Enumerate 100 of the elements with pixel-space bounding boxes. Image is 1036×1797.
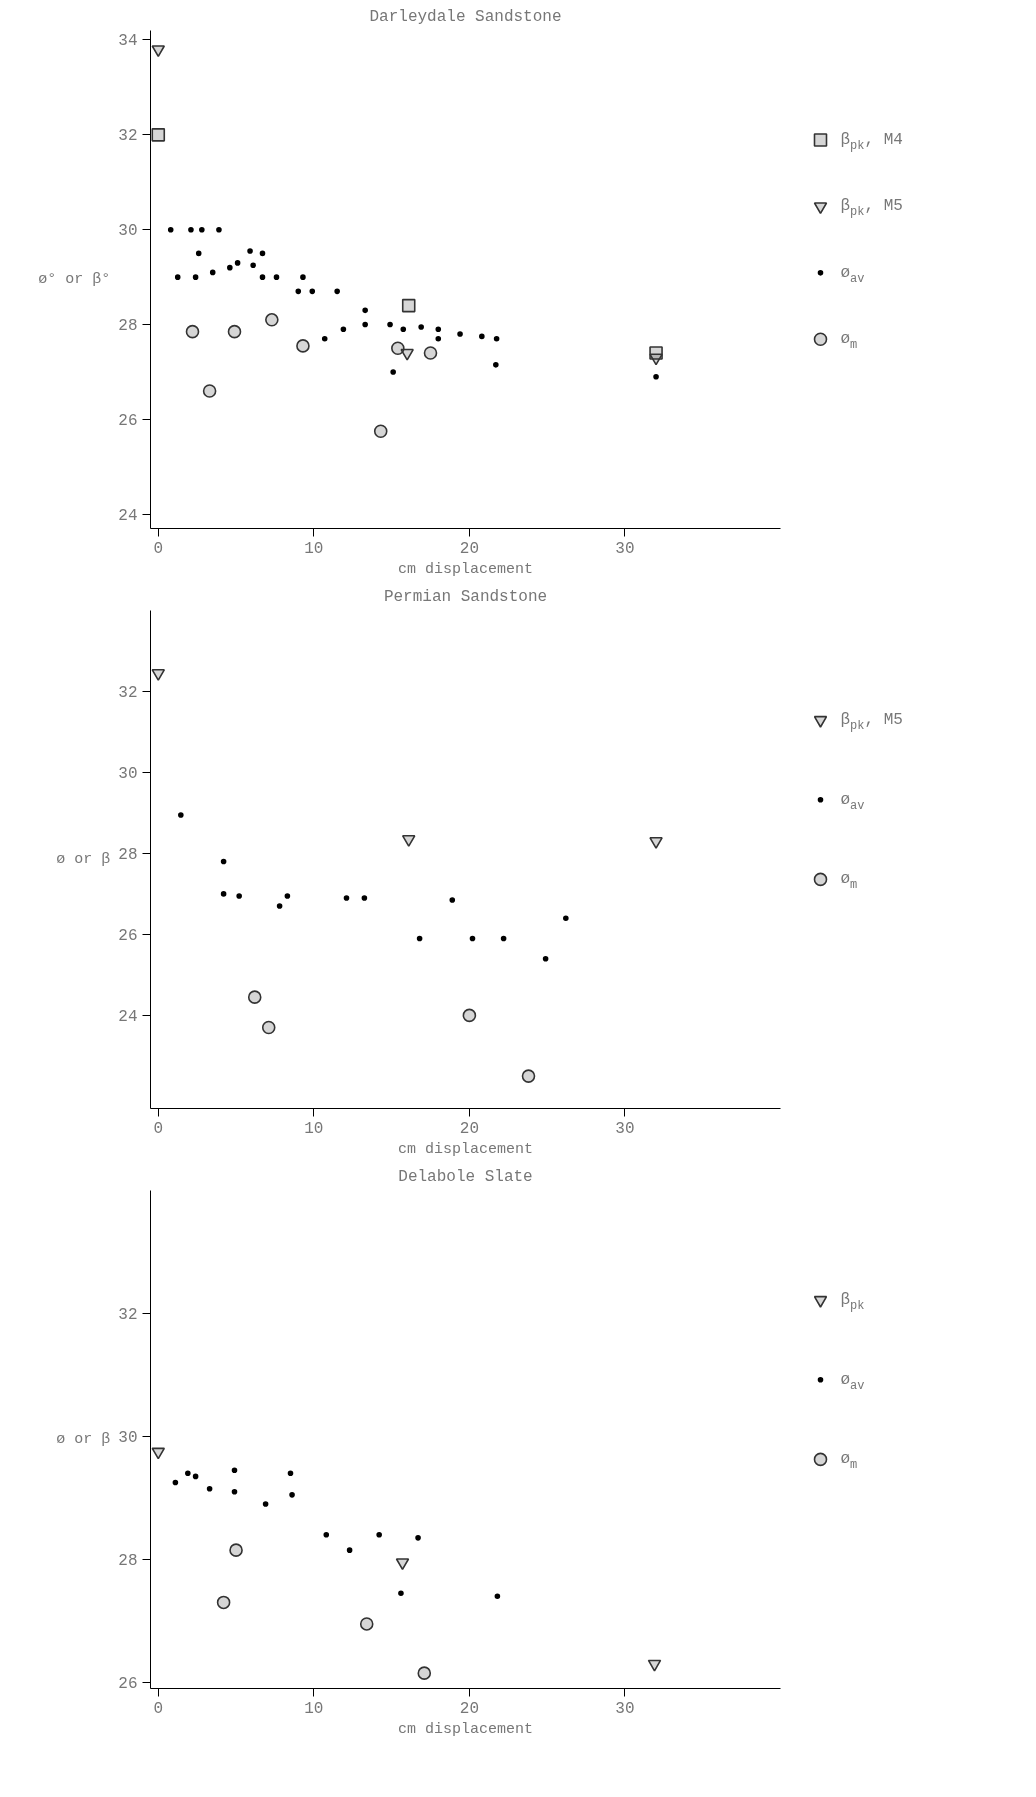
point	[216, 226, 222, 233]
point	[236, 893, 242, 899]
y-tick-label: 28	[118, 845, 138, 864]
point	[401, 834, 416, 847]
y-tick-label: 24	[118, 1007, 138, 1026]
point	[276, 903, 283, 909]
point	[346, 1547, 353, 1553]
point	[209, 269, 216, 276]
point	[500, 935, 507, 942]
point	[227, 324, 242, 339]
point	[295, 288, 302, 295]
y-tick-label: 34	[118, 32, 138, 51]
point	[462, 1008, 477, 1023]
point	[395, 1558, 410, 1571]
point	[151, 1447, 166, 1460]
point	[259, 274, 266, 280]
point	[469, 935, 476, 942]
point	[227, 264, 233, 271]
point	[416, 935, 423, 942]
point	[647, 1659, 662, 1672]
point	[151, 128, 166, 142]
point	[398, 1590, 404, 1596]
point	[321, 335, 328, 342]
point	[401, 298, 416, 313]
point	[174, 274, 181, 280]
point	[250, 262, 256, 269]
point	[417, 1666, 432, 1680]
point	[185, 1470, 191, 1477]
point	[323, 1532, 330, 1538]
point	[151, 668, 166, 681]
point	[390, 369, 396, 375]
point	[231, 1467, 238, 1474]
point	[521, 1069, 536, 1083]
point	[493, 335, 500, 342]
point	[479, 333, 485, 340]
point	[220, 858, 227, 865]
x-tick-label: 10	[304, 539, 324, 558]
y-tick-label: 32	[118, 683, 138, 702]
point	[261, 1020, 276, 1035]
x-axis-title: cm displacement	[397, 1140, 534, 1158]
point	[259, 250, 266, 257]
point	[220, 891, 227, 897]
chart-title: Permian Sandstone	[383, 587, 548, 606]
point	[334, 288, 340, 295]
y-tick-label: 28	[118, 1551, 138, 1570]
point	[494, 1593, 501, 1600]
point	[563, 915, 569, 921]
point	[343, 895, 350, 901]
point	[265, 313, 279, 327]
point	[195, 250, 202, 257]
x-axis-title: cm displacement	[397, 1720, 534, 1738]
point	[199, 226, 205, 233]
point	[234, 260, 241, 266]
y-tick-label: 30	[118, 1428, 138, 1447]
point	[391, 341, 405, 356]
point	[273, 274, 280, 280]
chart-title: Darleydale Sandstone	[369, 7, 562, 26]
x-tick-label: 0	[153, 539, 164, 558]
point	[415, 1535, 421, 1541]
x-tick-label: 20	[459, 1119, 479, 1138]
point	[542, 955, 549, 962]
point	[185, 324, 200, 339]
x-tick-label: 20	[459, 539, 479, 558]
point	[300, 274, 306, 280]
x-tick-label: 30	[615, 1119, 635, 1138]
point	[247, 990, 262, 1004]
point	[359, 1617, 374, 1631]
point	[167, 226, 174, 233]
point	[457, 331, 463, 337]
point	[206, 1485, 213, 1492]
y-tick-label: 26	[118, 1674, 138, 1693]
point	[400, 326, 407, 333]
y-tick-label: 26	[118, 926, 138, 945]
x-axis-title: cm displacement	[397, 560, 534, 578]
point	[340, 326, 347, 333]
point	[362, 321, 368, 328]
y-tick-label: 32	[118, 127, 138, 146]
point	[649, 837, 663, 850]
point	[309, 288, 316, 295]
y-tick-label: 24	[118, 506, 138, 525]
point	[287, 1470, 294, 1477]
y-tick-label: 28	[118, 317, 138, 336]
x-tick-label: 30	[615, 1699, 635, 1718]
point	[449, 897, 456, 903]
point	[231, 1488, 238, 1495]
point	[362, 307, 368, 314]
point	[289, 1492, 295, 1498]
point	[202, 384, 217, 398]
point	[192, 1473, 199, 1480]
point	[247, 248, 253, 254]
point	[418, 324, 424, 330]
point	[284, 893, 291, 899]
x-tick-label: 10	[304, 1699, 324, 1718]
y-tick-label: 30	[118, 764, 138, 783]
y-tick-label: 26	[118, 411, 138, 430]
x-tick-label: 20	[459, 1699, 479, 1718]
y-tick-label: 30	[118, 222, 138, 241]
point	[387, 321, 393, 328]
point	[188, 226, 194, 233]
point	[373, 424, 388, 439]
